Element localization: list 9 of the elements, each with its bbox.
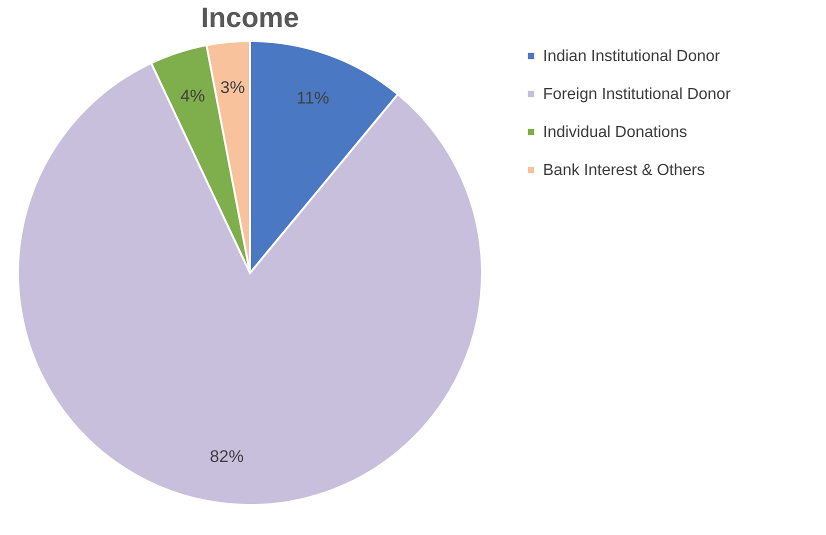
legend-label: Individual Donations [543,124,688,141]
legend-label: Foreign Institutional Donor [543,86,732,103]
chart-title: Income [200,2,300,33]
legend-label: Bank Interest & Others [543,162,705,179]
data-label: 82% [210,447,244,466]
data-label: 11% [296,88,330,108]
data-label: 4% [180,86,205,106]
legend-label: Indian Institutional Donor [543,48,721,65]
data-label: 3% [220,78,245,98]
